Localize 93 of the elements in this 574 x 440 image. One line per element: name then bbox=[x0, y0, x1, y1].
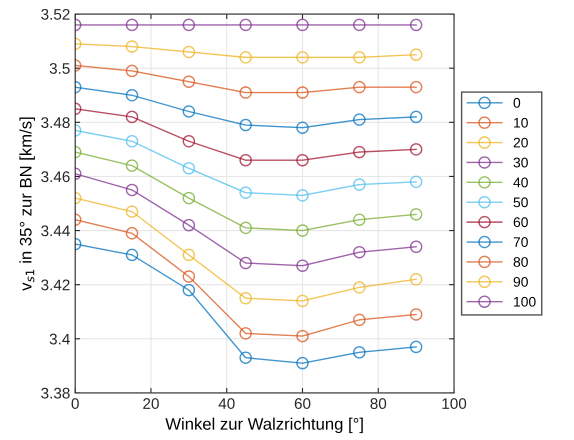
point bbox=[296, 294, 309, 308]
y-tick-label: 3.48 bbox=[41, 117, 70, 128]
legend-label: 20 bbox=[514, 138, 528, 148]
point bbox=[410, 143, 422, 156]
point bbox=[353, 113, 366, 126]
point bbox=[296, 18, 309, 32]
point bbox=[239, 256, 252, 270]
point bbox=[126, 89, 138, 102]
legend-label: 80 bbox=[514, 257, 528, 267]
y-tick-label: 3.38 bbox=[41, 388, 70, 399]
point bbox=[353, 314, 366, 326]
point bbox=[182, 18, 196, 32]
point bbox=[239, 51, 252, 64]
point bbox=[126, 248, 138, 262]
legend-label: 100 bbox=[514, 296, 536, 307]
point bbox=[353, 18, 366, 32]
point bbox=[126, 40, 138, 53]
legend-label: 0 bbox=[514, 98, 520, 108]
point bbox=[182, 248, 196, 262]
point bbox=[126, 227, 138, 240]
point bbox=[126, 64, 138, 78]
point bbox=[126, 135, 138, 148]
point bbox=[410, 308, 422, 321]
point bbox=[182, 162, 196, 175]
point bbox=[296, 224, 309, 237]
point bbox=[296, 51, 309, 64]
point bbox=[182, 284, 196, 296]
y-tick-label: 3.5 bbox=[50, 63, 70, 74]
point bbox=[296, 356, 309, 370]
legend-label: 60 bbox=[514, 217, 528, 228]
point bbox=[410, 340, 422, 354]
point bbox=[296, 154, 309, 166]
point bbox=[353, 178, 366, 191]
point bbox=[182, 218, 196, 232]
point bbox=[239, 18, 252, 32]
point bbox=[296, 86, 309, 99]
point bbox=[239, 86, 252, 99]
point bbox=[126, 205, 138, 218]
point bbox=[182, 46, 196, 58]
point bbox=[353, 51, 366, 64]
point bbox=[239, 292, 252, 304]
y-tick-label: 3.52 bbox=[41, 8, 70, 20]
point bbox=[126, 110, 138, 124]
legend-label: 10 bbox=[514, 118, 528, 128]
point bbox=[182, 75, 196, 88]
legend-label: 50 bbox=[514, 197, 528, 208]
legend-label: 30 bbox=[514, 158, 528, 168]
point bbox=[353, 213, 366, 226]
point bbox=[296, 121, 309, 134]
point bbox=[239, 222, 252, 234]
point bbox=[410, 80, 422, 94]
point bbox=[410, 208, 422, 221]
point bbox=[296, 189, 309, 202]
y-axis-title: v$_{s1}$ in 35° zur BN [km/s] bbox=[19, 117, 35, 291]
x-axis-title: Winkel zur Walzrichtung [°] bbox=[165, 418, 363, 434]
point bbox=[296, 259, 309, 272]
x-tick-label: 40 bbox=[218, 398, 235, 410]
x-tick-label: 20 bbox=[143, 398, 159, 410]
y-tick-label: 3.4 bbox=[50, 334, 70, 344]
point bbox=[410, 48, 422, 61]
legend-label: 70 bbox=[514, 237, 528, 248]
point bbox=[239, 118, 252, 132]
point bbox=[126, 159, 138, 172]
point bbox=[410, 273, 422, 286]
legend-label: 40 bbox=[513, 178, 528, 188]
point bbox=[182, 192, 196, 204]
point bbox=[353, 146, 366, 158]
x-tick-label: 0 bbox=[72, 398, 79, 410]
point bbox=[410, 240, 422, 254]
point bbox=[182, 270, 196, 283]
x-tick-label: 100 bbox=[442, 398, 466, 410]
point bbox=[410, 176, 422, 188]
point bbox=[353, 80, 366, 94]
y-tick-label: 3.44 bbox=[41, 225, 70, 236]
point bbox=[353, 246, 366, 258]
point bbox=[126, 184, 138, 196]
point bbox=[182, 105, 196, 118]
point bbox=[239, 351, 252, 364]
point bbox=[353, 346, 366, 359]
x-tick-label: 60 bbox=[294, 398, 310, 410]
point bbox=[239, 327, 252, 340]
point bbox=[410, 18, 422, 32]
point bbox=[239, 154, 252, 166]
point bbox=[296, 330, 309, 342]
point bbox=[410, 110, 422, 124]
point bbox=[353, 281, 366, 294]
x-tick-label: 80 bbox=[370, 398, 386, 410]
y-tick-label: 3.46 bbox=[41, 171, 70, 182]
legend-label: 90 bbox=[514, 276, 528, 287]
point bbox=[126, 18, 138, 32]
point bbox=[182, 135, 196, 148]
y-tick-label: 3.42 bbox=[41, 280, 70, 290]
point bbox=[239, 186, 252, 199]
